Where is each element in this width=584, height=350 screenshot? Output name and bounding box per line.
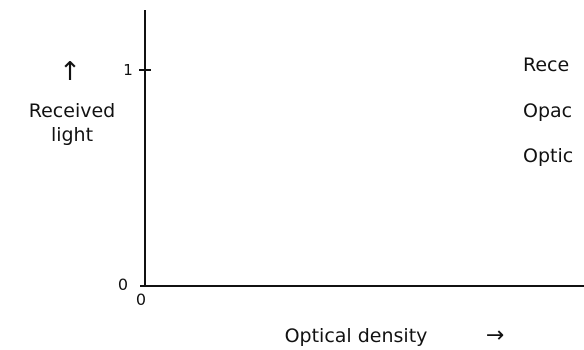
legend-item-2: Opac (523, 100, 572, 122)
x-axis-arrow: → (486, 323, 504, 348)
y-axis-arrow: ↑ (59, 57, 81, 87)
legend-item-3: Optic (523, 145, 573, 167)
legend-item-1: Rece (523, 54, 569, 76)
y-axis-label-line-1: Received (29, 100, 115, 122)
y-tick-label-0: 0 (118, 275, 128, 294)
x-tick-label-0: 0 (136, 290, 146, 309)
y-axis-label-line-2: light (51, 124, 93, 146)
x-axis-label: Optical density (285, 325, 428, 347)
y-tick-label-1: 1 (123, 61, 133, 79)
